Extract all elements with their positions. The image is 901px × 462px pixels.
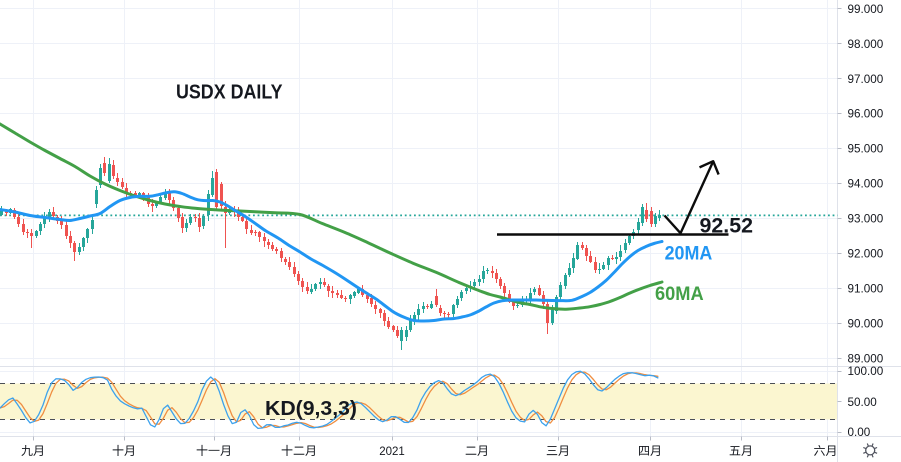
svg-text:20MA: 20MA bbox=[665, 244, 713, 265]
svg-text:98.000: 98.000 bbox=[848, 38, 884, 51]
svg-text:USDX DAILY: USDX DAILY bbox=[176, 80, 283, 103]
svg-text:2021: 2021 bbox=[379, 446, 405, 458]
svg-text:91.000: 91.000 bbox=[848, 283, 884, 296]
svg-text:100.00: 100.00 bbox=[848, 365, 884, 378]
svg-text:94.000: 94.000 bbox=[848, 178, 884, 191]
svg-text:99.000: 99.000 bbox=[848, 3, 884, 16]
svg-text:KD(9,3,3): KD(9,3,3) bbox=[265, 397, 357, 420]
svg-text:92.000: 92.000 bbox=[848, 248, 884, 261]
svg-text:89.000: 89.000 bbox=[848, 353, 884, 366]
svg-text:60MA: 60MA bbox=[655, 284, 704, 305]
svg-text:90.000: 90.000 bbox=[848, 318, 884, 331]
svg-text:92.52: 92.52 bbox=[700, 215, 754, 238]
svg-text:93.000: 93.000 bbox=[848, 213, 884, 226]
svg-text:96.000: 96.000 bbox=[848, 108, 884, 121]
svg-text:97.000: 97.000 bbox=[848, 73, 884, 86]
svg-text:50.00: 50.00 bbox=[848, 396, 878, 409]
svg-text:0.00: 0.00 bbox=[848, 426, 871, 439]
svg-text:95.000: 95.000 bbox=[848, 143, 884, 156]
